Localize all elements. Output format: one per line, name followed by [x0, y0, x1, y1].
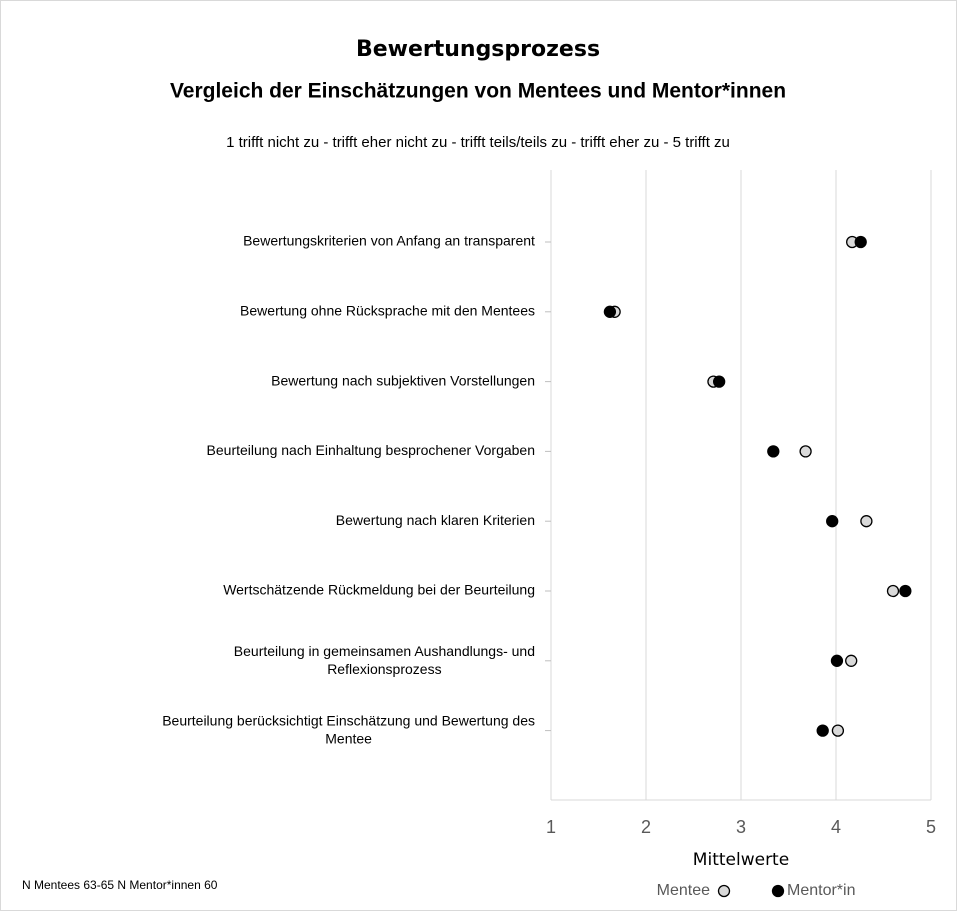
x-tick-label: 5	[926, 817, 936, 837]
y-tick-label: Beurteilung nach Einhaltung besprochener…	[207, 442, 535, 458]
scale-note: 1 trifft nicht zu - trifft eher nicht zu…	[226, 134, 730, 151]
legend-label: Mentee	[657, 882, 710, 899]
dot	[603, 305, 617, 318]
footnote: N Mentees 63-65 N Mentor*innen 60	[22, 878, 218, 892]
dot	[816, 724, 829, 737]
x-tick-label: 4	[831, 817, 841, 837]
chart-subtitle: Vergleich der Einschätzungen von Mentees…	[170, 80, 786, 103]
dot	[831, 724, 845, 737]
legend-marker	[717, 884, 731, 898]
dot	[799, 445, 812, 458]
dot	[826, 515, 839, 528]
dot	[713, 375, 726, 388]
y-tick-label: Bewertung ohne Rücksprache mit den Mente…	[240, 303, 535, 319]
chart-title: Bewertungsprozess	[356, 37, 600, 62]
legend-label: Mentor*in	[787, 882, 855, 899]
x-tick-label: 2	[641, 817, 651, 837]
y-tick-label: Bewertungskriterien von Anfang an transp…	[243, 233, 535, 249]
dot	[886, 584, 900, 598]
legend-marker	[771, 884, 785, 898]
y-tick-label: Wertschätzende Rückmeldung bei der Beurt…	[223, 582, 535, 598]
dot	[860, 515, 873, 528]
y-tick-label: Bewertung nach subjektiven Vorstellungen	[271, 372, 535, 388]
dot	[899, 584, 912, 598]
dot	[767, 445, 780, 458]
dot	[830, 654, 844, 667]
x-axis-label: Mittelwerte	[693, 850, 789, 870]
y-tick-label: Beurteilung berücksichtigt Einschätzung …	[162, 712, 535, 746]
y-tick-label: Bewertung nach klaren Kriterien	[336, 512, 535, 528]
x-tick-label: 3	[736, 817, 746, 837]
dot	[845, 654, 858, 667]
x-tick-label: 1	[546, 817, 556, 837]
y-tick-label: Beurteilung in gemeinsamen Aushandlungs-…	[234, 643, 535, 677]
dot	[854, 235, 867, 249]
